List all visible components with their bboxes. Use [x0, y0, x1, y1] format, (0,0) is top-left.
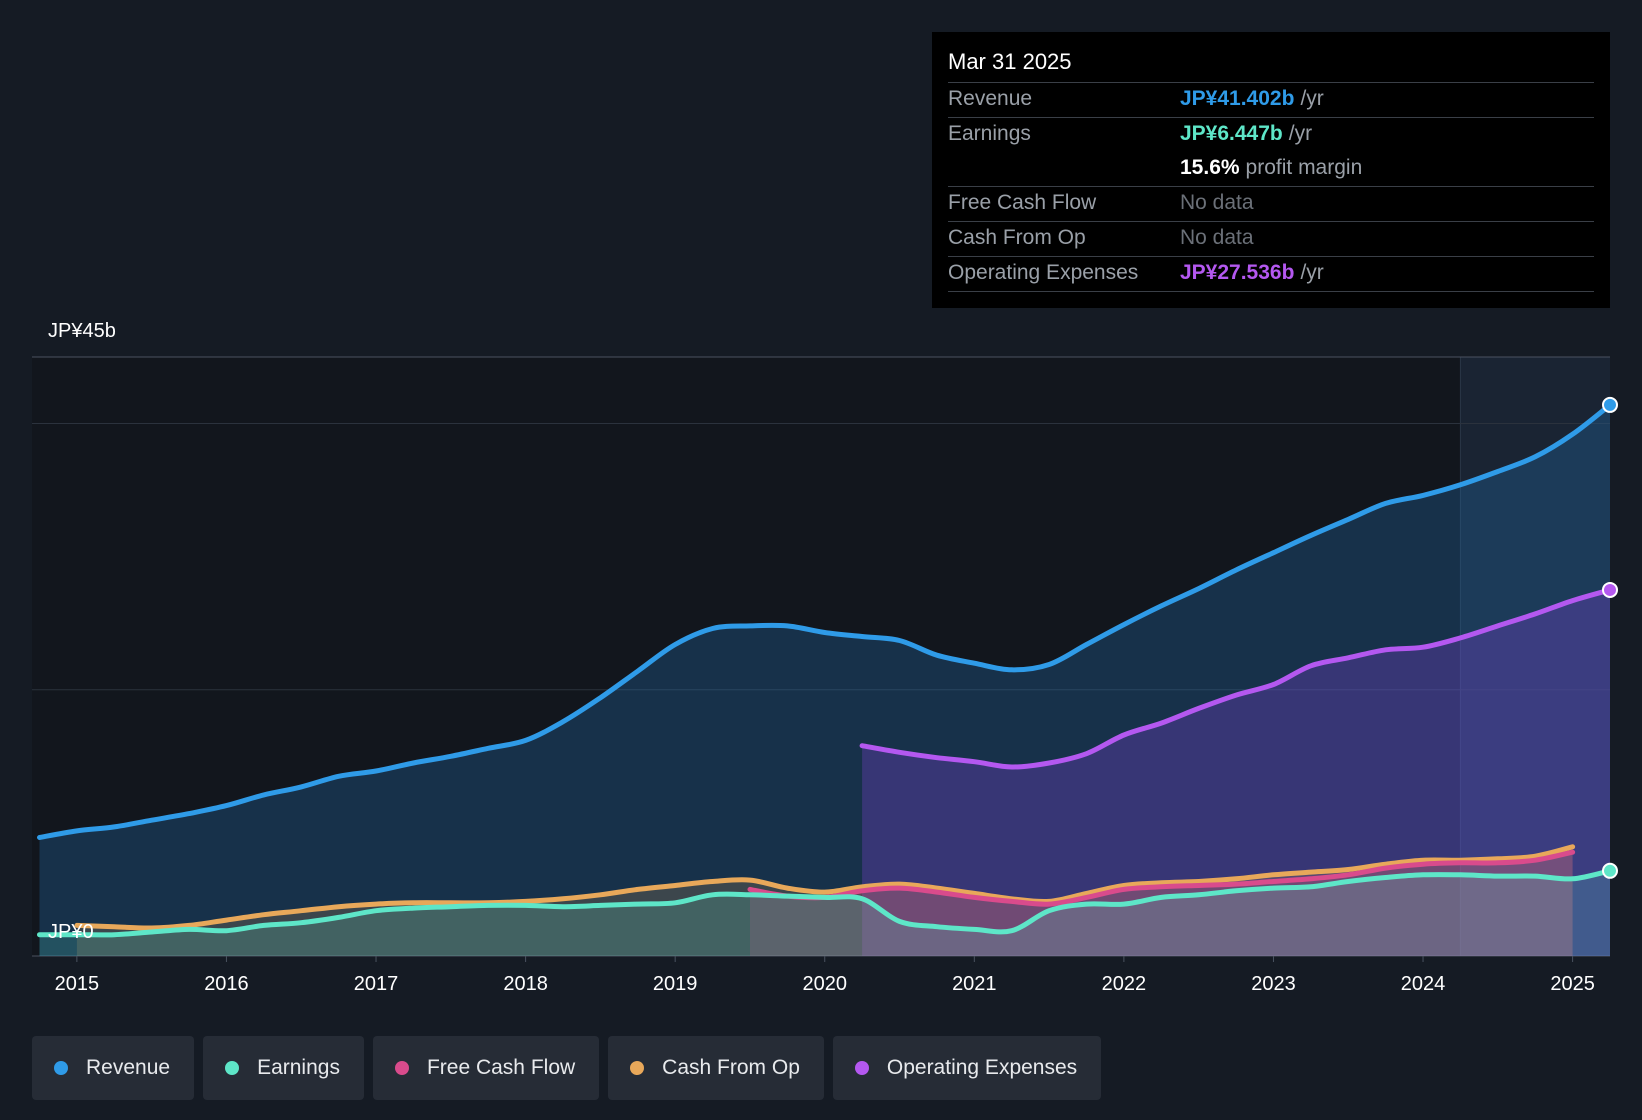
tooltip-value: 15.6% [1180, 156, 1240, 179]
tooltip-label: Operating Expenses [948, 261, 1139, 284]
tooltip-value: JP¥41.402b [1180, 87, 1295, 110]
earnings-end-marker [1602, 862, 1618, 879]
tooltip-date: Mar 31 2025 [948, 48, 1594, 83]
tooltip-label: Revenue [948, 87, 1033, 110]
x-tick-label: 2015 [55, 973, 100, 995]
free-cash-flow-line [747, 849, 1576, 907]
operating-expenses-dot-icon [854, 1061, 869, 1075]
tooltip-value: No data [1180, 226, 1254, 249]
cash-from-op-area [76, 846, 1573, 956]
revenue-area [39, 404, 1610, 956]
tooltip-unit: profit margin [1245, 156, 1363, 179]
tooltip-unit: /yr [1300, 87, 1324, 110]
legend-item-revenue[interactable]: Revenue [32, 1036, 195, 1100]
tooltip-label: Earnings [948, 122, 1031, 145]
tooltip-row-operating-expenses: Operating Expenses JP¥27.536b /yr [948, 257, 1594, 292]
earnings-line [37, 868, 1613, 938]
cash-from-op-dot-icon [630, 1061, 645, 1075]
x-tick-label: 2019 [653, 973, 698, 995]
tooltip-row-free-cash-flow: Free Cash Flow No data [948, 187, 1594, 222]
tooltip-value: JP¥27.536b [1180, 261, 1295, 284]
revenue-dot-icon [54, 1061, 68, 1075]
legend-label: Cash From Op [662, 1056, 800, 1079]
legend: Revenue Earnings Free Cash Flow Cash Fro… [32, 1036, 1102, 1100]
legend-label: Operating Expenses [886, 1056, 1078, 1079]
tooltip-unit: /yr [1300, 261, 1324, 284]
revenue-end-marker [1602, 396, 1618, 413]
x-tick-label: 2021 [952, 973, 997, 995]
x-tick-label: 2023 [1251, 973, 1296, 995]
x-tick-label: 2025 [1550, 973, 1595, 995]
x-tick-label: 2022 [1102, 973, 1147, 995]
tooltip-label: Free Cash Flow [948, 191, 1097, 214]
tooltip-value: No data [1180, 191, 1254, 214]
legend-label: Earnings [257, 1056, 340, 1079]
cash-from-op-line [74, 844, 1576, 931]
tooltip-unit: /yr [1288, 122, 1313, 145]
x-tick-label: 2016 [204, 973, 249, 995]
tooltip-value: JP¥6.447b [1180, 122, 1283, 145]
x-tick-label: 2020 [802, 973, 847, 995]
legend-item-earnings[interactable]: Earnings [203, 1036, 364, 1100]
y-axis-bottom-label: JP¥0 [48, 921, 94, 943]
tooltip-label: Cash From Op [948, 226, 1086, 249]
y-axis-top-label: JP¥45b [48, 320, 116, 342]
x-tick-label: 2024 [1401, 973, 1446, 995]
tooltip-row-earnings: Earnings JP¥6.447b /yr [948, 118, 1594, 152]
operating-expenses-end-marker [1602, 581, 1618, 598]
legend-item-operating-expenses[interactable]: Operating Expenses [832, 1036, 1102, 1100]
tooltip-row-revenue: Revenue JP¥41.402b /yr [948, 83, 1594, 118]
legend-item-free-cash-flow[interactable]: Free Cash Flow [372, 1036, 600, 1100]
free-cash-flow-dot-icon [394, 1061, 409, 1075]
earnings-dot-icon [225, 1061, 240, 1075]
operating-expenses-line [859, 587, 1613, 770]
legend-label: Revenue [86, 1056, 171, 1079]
legend-item-cash-from-op[interactable]: Cash From Op [608, 1036, 824, 1100]
tooltip-row-cash-from-op: Cash From Op No data [948, 222, 1594, 257]
tooltip-row-profit-margin: 15.6% profit margin [948, 152, 1594, 187]
x-tick-label: 2018 [503, 973, 548, 995]
chart-canvas: 2015 2016 2017 2018 2019 2020 2021 2022 2023 2024… [32, 356, 1618, 995]
legend-label: Free Cash Flow [426, 1056, 576, 1079]
earnings-area [39, 870, 1610, 956]
revenue-line [37, 402, 1613, 840]
x-tick-label: 2017 [354, 973, 399, 995]
tooltip-label [948, 152, 1180, 186]
tooltip-panel: Mar 31 2025 Revenue JP¥41.402b /yr Earni… [932, 32, 1610, 308]
